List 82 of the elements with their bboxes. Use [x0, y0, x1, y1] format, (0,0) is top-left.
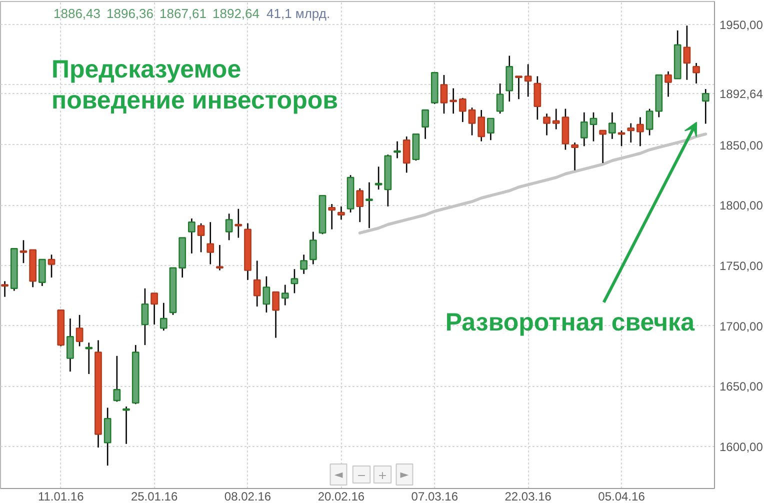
candlestick: [692, 62, 700, 84]
candlestick: [683, 24, 691, 81]
candlestick: [281, 284, 289, 306]
candlestick: [664, 70, 672, 98]
x-tick-label: 22.03.16: [504, 490, 552, 503]
candlestick: [85, 342, 93, 375]
candlestick: [422, 109, 429, 140]
y-tick-label: 1650,00: [720, 380, 764, 394]
annotation: ◄: [334, 468, 344, 481]
candlestick: [76, 314, 84, 347]
candlestick: [627, 122, 635, 144]
y-tick-label: 1850,00: [720, 138, 764, 152]
annotation: +: [378, 469, 388, 482]
candlestick: [636, 116, 644, 147]
candlestick: [197, 222, 205, 253]
candlestick: [515, 76, 522, 100]
candlestick: [599, 130, 607, 164]
candlestick: [468, 106, 476, 136]
annotation: Разворотная свечка: [445, 308, 696, 336]
candlestick: [206, 221, 214, 265]
candlestick: [366, 182, 373, 229]
candlestick: [160, 302, 168, 332]
candlestick: [1, 280, 8, 298]
candlestick: [20, 240, 28, 264]
x-tick-label: 08.02.16: [224, 490, 272, 503]
candlestick: [338, 206, 345, 220]
x-tick-label: 07.03.16: [411, 490, 458, 503]
candlestick: [440, 74, 448, 114]
candlestick: [580, 112, 588, 147]
candlestick: [478, 109, 486, 142]
candlestick: [141, 288, 149, 346]
y-tick-label: 1892,64: [720, 87, 764, 102]
y-tick-label: 1750,00: [720, 258, 764, 273]
candlestick: [402, 136, 410, 174]
candlestick: [309, 231, 317, 265]
annotation: 1867,61: [160, 6, 206, 21]
y-tick-label: 1800,00: [720, 198, 764, 213]
candlestick: [234, 208, 242, 238]
annotation: 41,1 млрд.: [266, 6, 330, 21]
annotation: −: [356, 469, 366, 482]
candlestick: [66, 318, 74, 372]
candlestick: [225, 213, 233, 241]
y-tick-label: 1700,00: [720, 319, 764, 334]
x-tick-label: 11.01.16: [38, 490, 84, 503]
candlestick: [356, 188, 364, 223]
candlestick: [702, 88, 710, 124]
x-tick-label: 20.02.16: [318, 490, 365, 503]
candlestick: [458, 97, 466, 123]
annotation: ►: [400, 468, 410, 481]
candlestick: [552, 108, 560, 130]
y-tick-label: 1600,00: [720, 440, 764, 454]
candlestick: [290, 268, 298, 294]
candlestick: [608, 112, 616, 140]
text: Предсказуемое поведение инвесторов: [52, 56, 338, 114]
candlestick: [646, 108, 654, 136]
annotation: 1892,64: [212, 6, 260, 21]
candlestick: [216, 244, 224, 271]
candlestick: [590, 112, 598, 142]
candlestick: [534, 76, 542, 120]
x-tick-label: 25.01.16: [130, 490, 178, 503]
candlestick: [150, 292, 158, 326]
candlestick: [543, 112, 550, 136]
candlestick: [300, 254, 308, 275]
candlestick: [262, 276, 270, 314]
candlestick: [38, 258, 46, 287]
y-tick-label: 1950,00: [720, 18, 764, 32]
candlestick: [328, 203, 336, 230]
candlestick: [487, 118, 494, 141]
candlestick: [524, 64, 532, 98]
candlestick: [394, 140, 401, 159]
candlestick: [496, 82, 504, 114]
annotation: 1886,43: [54, 6, 100, 21]
candlestick: [188, 218, 196, 254]
candlestick: [122, 406, 130, 445]
candlestick: [450, 88, 458, 114]
candlestick: [571, 142, 578, 171]
candlestick: [48, 254, 56, 278]
candlestick: [272, 291, 280, 338]
x-tick-label: 05.04.16: [598, 490, 646, 503]
candlestick: [253, 260, 261, 308]
candlestick: [113, 355, 121, 402]
annotation: 1896,36: [106, 6, 154, 21]
